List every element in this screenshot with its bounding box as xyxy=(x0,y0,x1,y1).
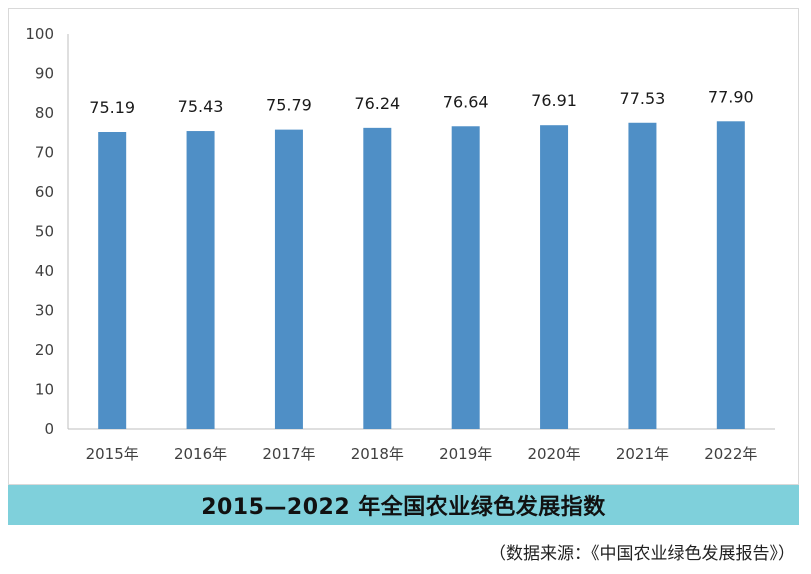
data-label: 75.79 xyxy=(266,96,312,115)
y-tick-label: 60 xyxy=(35,183,54,201)
x-tick-labels: 2015年 2016年 2017年 2018年 2019年 2020年 2021年 2022年 xyxy=(86,445,758,463)
y-tick-label: 10 xyxy=(35,381,54,399)
bars xyxy=(98,121,745,430)
y-tick-labels: 0 10 20 30 40 50 60 70 80 90 100 xyxy=(25,25,54,438)
x-tick-label: 2022年 xyxy=(704,445,757,463)
bar xyxy=(451,126,480,429)
bar xyxy=(363,127,392,430)
y-tick-label: 30 xyxy=(35,302,54,320)
data-label: 75.43 xyxy=(178,97,224,116)
y-tick-label: 50 xyxy=(35,223,54,241)
bar xyxy=(716,121,745,430)
x-tick-label: 2018年 xyxy=(351,445,404,463)
data-label: 75.19 xyxy=(89,98,135,117)
y-tick-label: 40 xyxy=(35,262,54,280)
bar xyxy=(274,129,303,429)
source-note: （数据来源：《中国农业绿色发展报告》） xyxy=(489,544,795,564)
chart-caption-bar: 2015—2022 年全国农业绿色发展指数 xyxy=(8,485,799,525)
data-label: 77.53 xyxy=(620,89,666,108)
y-tick-label: 90 xyxy=(35,65,54,83)
bar xyxy=(98,131,127,429)
data-label: 76.64 xyxy=(443,92,489,111)
x-tick-label: 2016年 xyxy=(174,445,227,463)
data-label: 76.24 xyxy=(354,94,400,113)
bar-chart: 0 10 20 30 40 50 60 70 80 90 100 75.19 75.43 75.79 76… xyxy=(25,25,775,463)
x-tick-label: 2021年 xyxy=(616,445,669,463)
bar xyxy=(186,131,215,429)
y-tick-label: 70 xyxy=(35,144,54,162)
bar xyxy=(628,122,657,429)
data-label: 76.91 xyxy=(531,91,577,110)
chart-frame xyxy=(8,8,799,485)
y-tick-label: 80 xyxy=(35,104,54,122)
x-tick-label: 2020年 xyxy=(527,445,580,463)
y-tick-label: 0 xyxy=(44,420,54,438)
chart-title: 2015—2022 年全国农业绿色发展指数 xyxy=(201,495,606,520)
bar xyxy=(540,125,569,429)
data-label: 77.90 xyxy=(708,87,754,106)
y-tick-label: 100 xyxy=(25,25,54,43)
x-tick-label: 2015年 xyxy=(86,445,139,463)
data-labels: 75.19 75.43 75.79 76.24 76.64 76.91 77.53 77.90 xyxy=(89,87,753,117)
x-tick-label: 2019年 xyxy=(439,445,492,463)
y-tick-label: 20 xyxy=(35,341,54,359)
x-tick-label: 2017年 xyxy=(262,445,315,463)
